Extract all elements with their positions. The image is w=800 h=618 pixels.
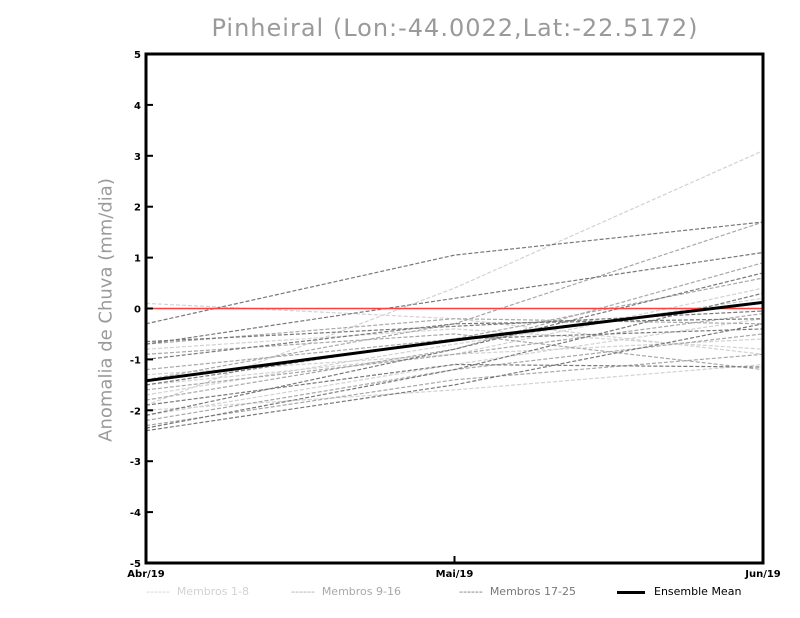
- series-line-6: [145, 328, 764, 350]
- series-line-19: [145, 251, 764, 345]
- y-axis-label: Anomalia de Chuva (mm/dia): [95, 178, 117, 442]
- legend-label-members-9-16: ------ Membros 9-16: [291, 585, 401, 598]
- series-line-14: [145, 313, 764, 391]
- series-line-7: [145, 287, 764, 386]
- legend-swatch-ensemble-mean: [617, 590, 645, 594]
- ensemble-mean-line: [145, 300, 764, 383]
- series-line-11: [145, 318, 764, 345]
- legend-label-members-1-8: ------ Membros 1-8: [146, 585, 249, 598]
- legend-label-ensemble-mean: Ensemble Mean: [617, 585, 741, 598]
- series-line-16: [145, 277, 764, 371]
- series-line-18: [145, 292, 764, 429]
- y-tick-label: -4: [130, 508, 141, 519]
- x-tick-label: Mai/19: [436, 569, 474, 580]
- series-line-8: [145, 318, 764, 416]
- series-line-20: [145, 328, 764, 386]
- y-tick-label: -1: [130, 355, 141, 366]
- series-line-15: [145, 353, 764, 427]
- y-tick-label: 5: [134, 50, 141, 61]
- axis-layer: -5 -4 -3 -2 -1 0 1 2 3 4 5 Abr/19 Mai/19 Jun/19: [127, 50, 781, 580]
- y-tick-label: -3: [130, 457, 141, 468]
- series-layer: [145, 150, 764, 432]
- x-tick-label: Jun/19: [744, 569, 781, 580]
- mean-layer: [145, 300, 764, 383]
- legend-label-members-17-25: ------ Membros 17-25: [459, 585, 576, 598]
- y-tick-label: 2: [134, 203, 141, 214]
- y-tick-label: -2: [130, 406, 141, 417]
- y-tick-label: -5: [130, 559, 141, 570]
- chart-title: Pinheiral (Lon:-44.0022,Lat:-22.5172): [211, 14, 699, 42]
- series-line-9: [145, 221, 764, 381]
- series-line-25: [145, 323, 764, 432]
- series-line-1: [145, 150, 764, 406]
- y-tick-label: 0: [134, 305, 141, 316]
- y-tick-label: 1: [134, 254, 141, 265]
- series-line-23: [145, 363, 764, 406]
- series-line-10: [145, 333, 764, 422]
- series-line-22: [145, 318, 764, 360]
- series-line-24: [145, 310, 764, 343]
- series-line-21: [145, 272, 764, 416]
- y-tick-label: 4: [134, 101, 141, 112]
- x-tick-label: Abr/19: [127, 569, 164, 580]
- y-tick-label: 3: [134, 152, 141, 163]
- series-line-17: [145, 221, 764, 325]
